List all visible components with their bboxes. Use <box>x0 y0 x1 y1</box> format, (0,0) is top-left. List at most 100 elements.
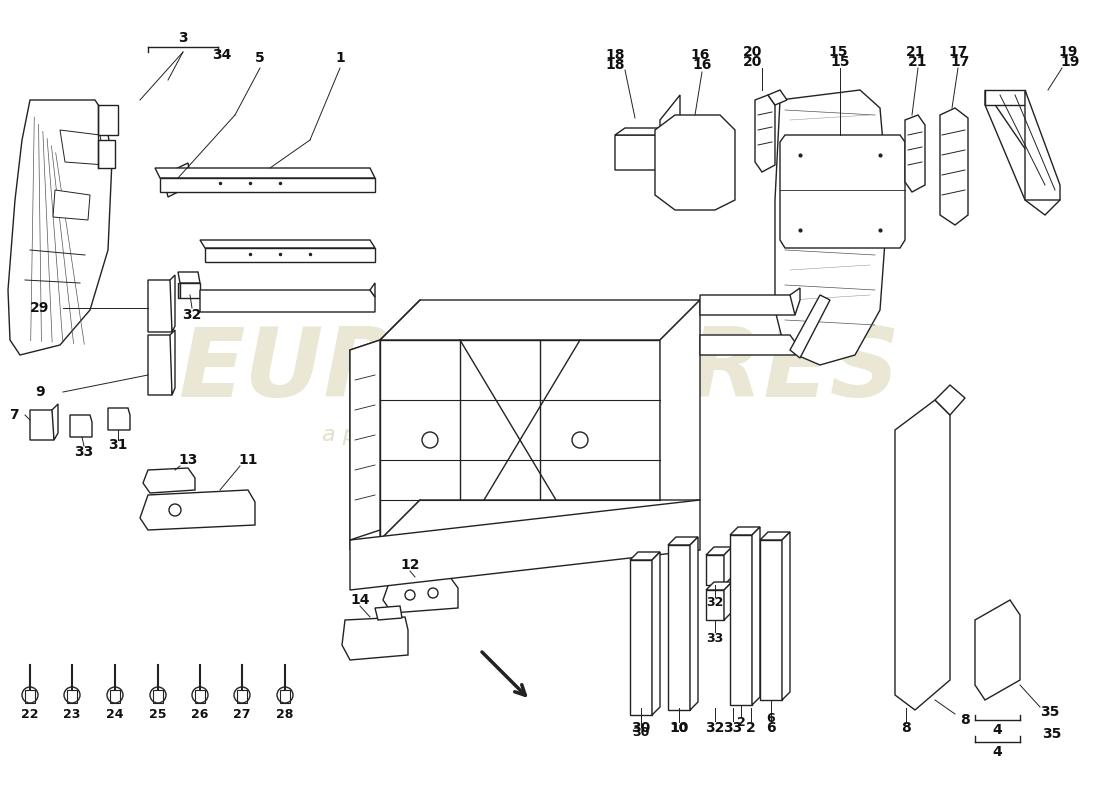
Text: 26: 26 <box>191 709 209 722</box>
Polygon shape <box>895 400 950 710</box>
Polygon shape <box>768 90 786 105</box>
Polygon shape <box>200 240 375 248</box>
Text: 12: 12 <box>400 558 420 572</box>
Text: 2: 2 <box>746 721 756 735</box>
Text: 30: 30 <box>632 726 650 739</box>
Text: 33: 33 <box>706 631 724 645</box>
Text: 18: 18 <box>605 48 625 62</box>
Polygon shape <box>690 537 698 710</box>
Polygon shape <box>350 340 380 550</box>
Text: 25: 25 <box>150 709 167 722</box>
Polygon shape <box>790 295 830 358</box>
Polygon shape <box>984 90 1060 215</box>
Polygon shape <box>782 532 790 700</box>
Polygon shape <box>379 340 660 540</box>
Polygon shape <box>706 547 732 555</box>
Text: 22: 22 <box>21 709 38 722</box>
Polygon shape <box>98 140 116 168</box>
Polygon shape <box>160 178 375 192</box>
Text: a passion for parts since 1985: a passion for parts since 1985 <box>322 425 658 445</box>
Text: 30: 30 <box>631 721 650 735</box>
Text: 35: 35 <box>1043 727 1062 741</box>
Polygon shape <box>280 690 290 703</box>
Polygon shape <box>170 275 175 332</box>
Polygon shape <box>1025 90 1060 200</box>
Text: 6: 6 <box>767 721 775 735</box>
Polygon shape <box>163 163 192 197</box>
Polygon shape <box>984 90 1025 105</box>
Text: 34: 34 <box>212 48 232 62</box>
Text: 19: 19 <box>1058 45 1078 59</box>
Text: 33: 33 <box>724 721 743 735</box>
Polygon shape <box>654 115 735 210</box>
Polygon shape <box>706 582 732 590</box>
Polygon shape <box>25 690 35 703</box>
Polygon shape <box>776 90 888 365</box>
Text: 21: 21 <box>906 45 926 59</box>
Text: 32: 32 <box>705 721 725 735</box>
Polygon shape <box>178 272 200 283</box>
Polygon shape <box>8 100 112 355</box>
Text: 18: 18 <box>605 58 625 72</box>
Polygon shape <box>752 527 760 705</box>
Text: 32: 32 <box>183 308 201 322</box>
Polygon shape <box>110 690 120 703</box>
Polygon shape <box>170 330 175 395</box>
Text: 7: 7 <box>9 408 19 422</box>
Text: 2: 2 <box>737 717 746 730</box>
Text: 14: 14 <box>350 593 370 607</box>
Text: 8: 8 <box>901 721 911 735</box>
Text: 8: 8 <box>960 713 970 727</box>
Polygon shape <box>53 190 90 220</box>
Polygon shape <box>379 500 700 540</box>
Polygon shape <box>148 335 172 395</box>
Polygon shape <box>724 582 732 620</box>
Polygon shape <box>652 552 660 715</box>
Polygon shape <box>700 295 795 315</box>
Text: 4: 4 <box>992 723 1002 737</box>
Polygon shape <box>706 555 724 585</box>
Text: EUROSPARES: EUROSPARES <box>179 323 901 417</box>
Text: 9: 9 <box>35 385 45 399</box>
Polygon shape <box>790 288 800 315</box>
Polygon shape <box>30 410 54 440</box>
Text: 16: 16 <box>691 48 710 62</box>
Polygon shape <box>375 606 402 620</box>
Text: 29: 29 <box>31 301 50 315</box>
Polygon shape <box>755 95 775 172</box>
Text: 3: 3 <box>178 31 188 45</box>
Text: 24: 24 <box>107 709 123 722</box>
Text: 10: 10 <box>669 721 689 735</box>
Polygon shape <box>724 547 732 585</box>
Text: 5: 5 <box>255 51 265 65</box>
Polygon shape <box>615 95 680 170</box>
Polygon shape <box>350 340 380 540</box>
Polygon shape <box>615 128 666 135</box>
Polygon shape <box>668 537 698 545</box>
Text: 15: 15 <box>828 45 848 59</box>
Polygon shape <box>143 468 195 493</box>
Text: 10: 10 <box>670 722 688 734</box>
Polygon shape <box>178 283 180 298</box>
Text: 1: 1 <box>336 51 345 65</box>
Polygon shape <box>760 540 782 700</box>
Text: 15: 15 <box>830 55 849 69</box>
Text: 28: 28 <box>276 709 294 722</box>
Polygon shape <box>342 617 408 660</box>
Text: 33: 33 <box>75 445 94 459</box>
Polygon shape <box>155 168 375 178</box>
Polygon shape <box>148 280 172 332</box>
Text: 19: 19 <box>1060 55 1080 69</box>
Text: 31: 31 <box>108 438 128 452</box>
Text: 6: 6 <box>767 711 775 725</box>
Polygon shape <box>706 590 724 620</box>
Text: 23: 23 <box>64 709 80 722</box>
Polygon shape <box>180 283 200 298</box>
Polygon shape <box>660 300 700 540</box>
Polygon shape <box>200 290 375 312</box>
Polygon shape <box>108 408 130 430</box>
Polygon shape <box>630 560 652 715</box>
Polygon shape <box>975 600 1020 700</box>
Polygon shape <box>760 532 790 540</box>
Polygon shape <box>730 535 752 705</box>
